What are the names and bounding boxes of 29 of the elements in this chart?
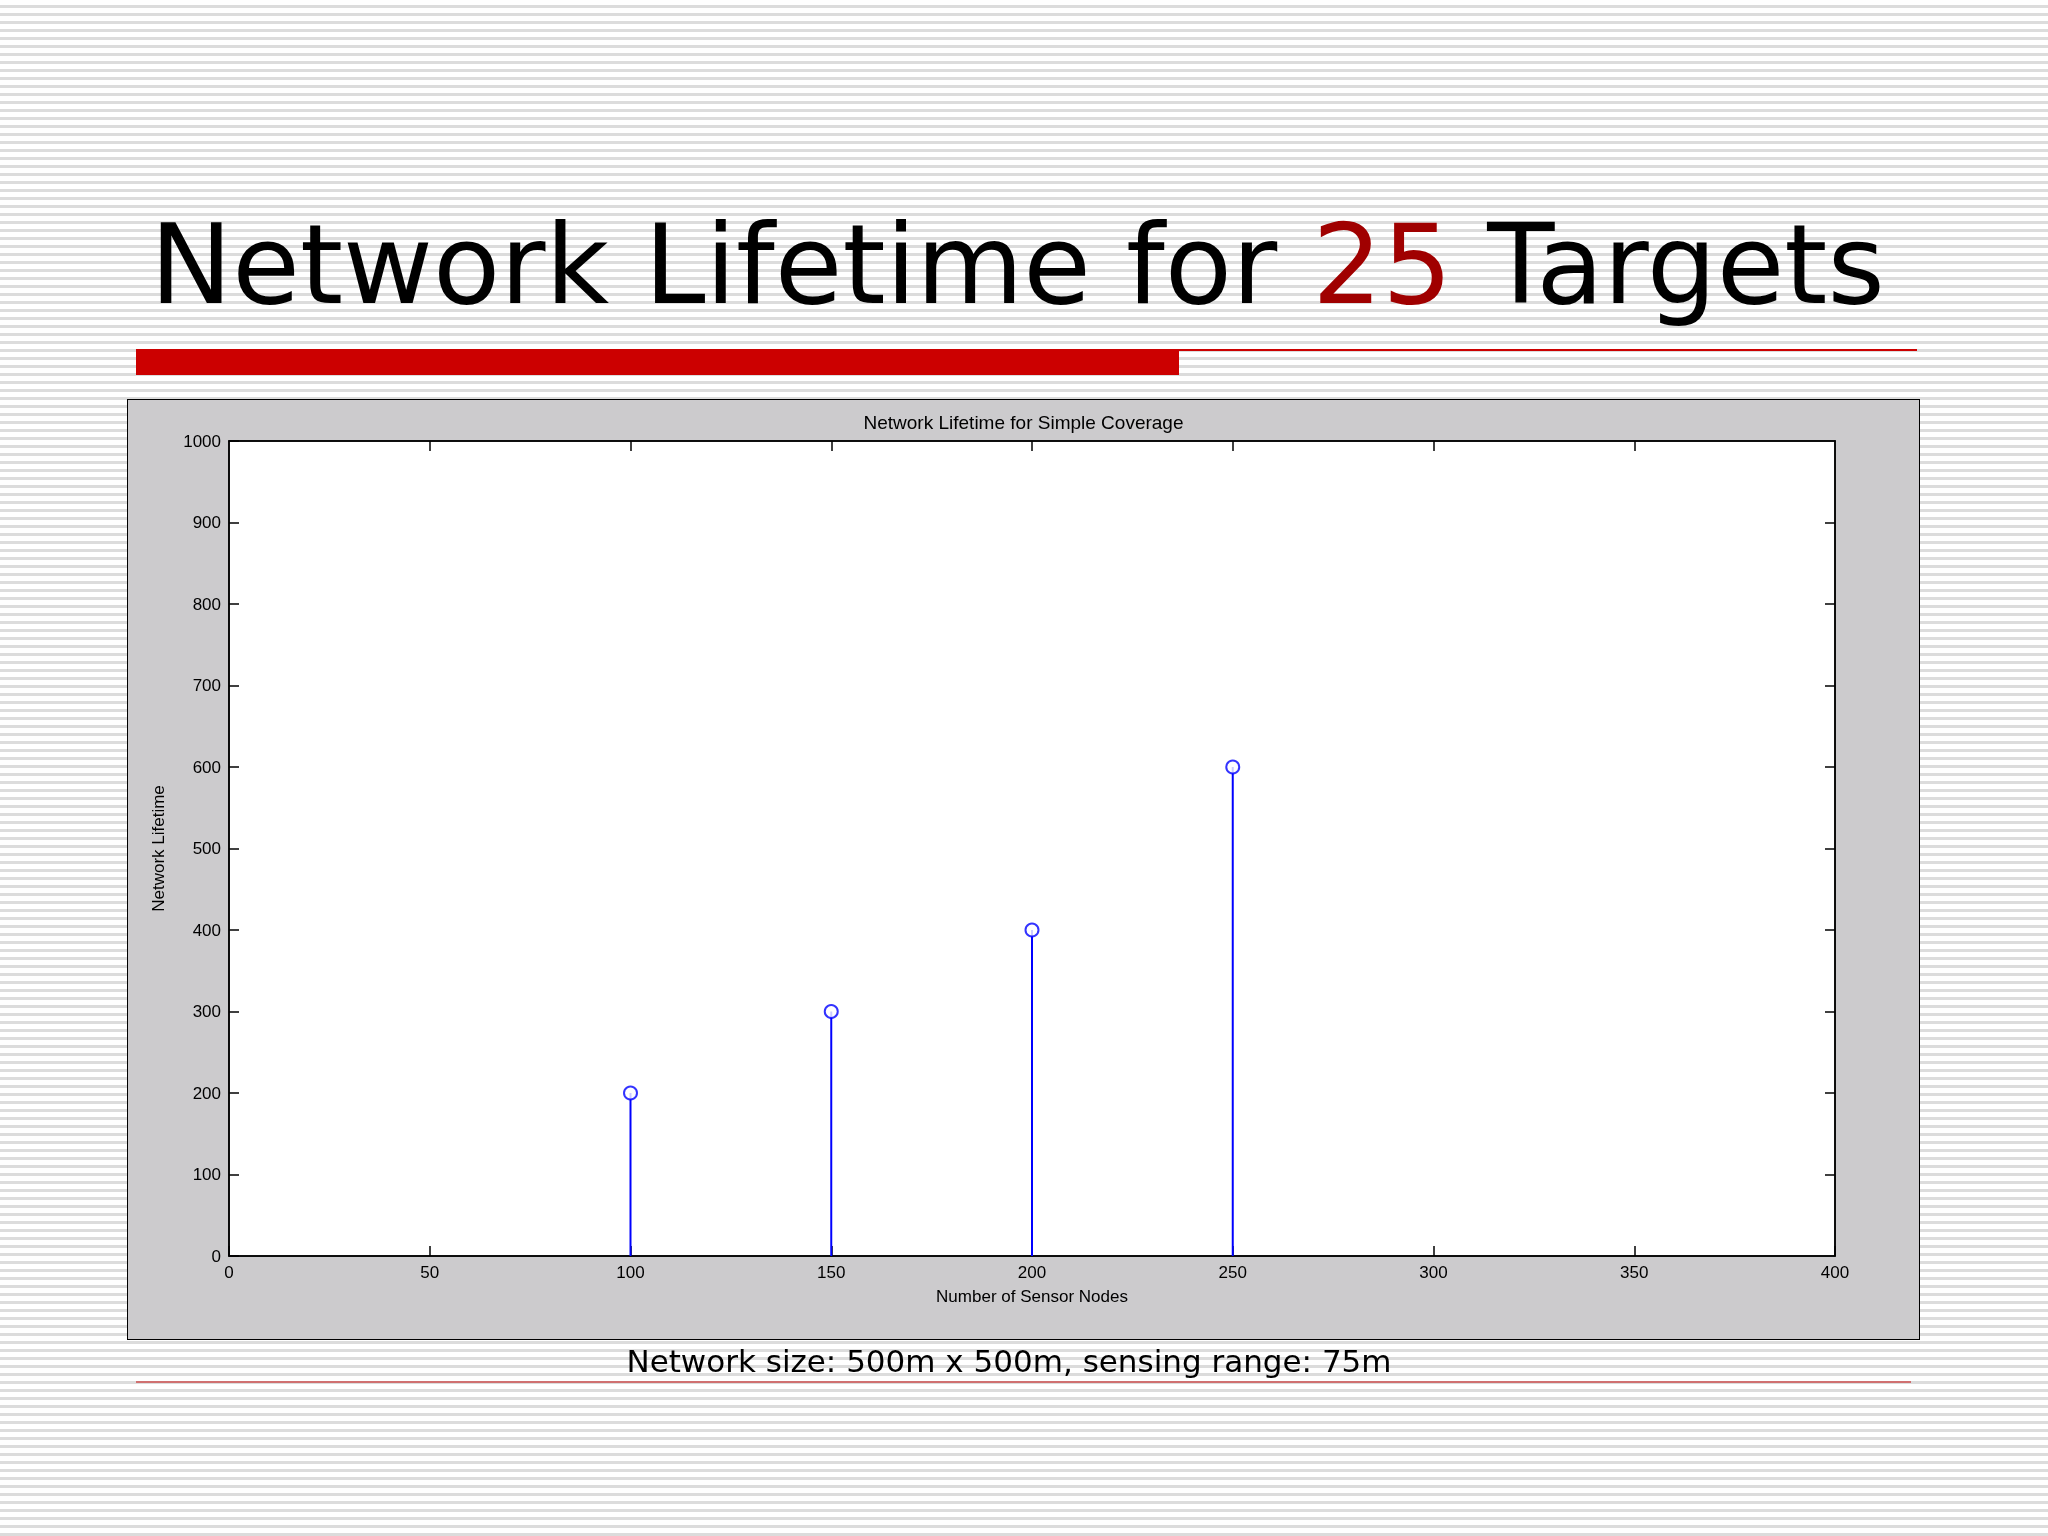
- y-tick-label: 800: [192, 594, 221, 614]
- point: [823, 1004, 839, 1019]
- y-tick-label: 0: [211, 1246, 221, 1266]
- chart-subtitle: Network Lifetime for Simple Coverage: [863, 412, 1184, 433]
- y-tick-label: 900: [192, 513, 221, 532]
- x-tick-label: 350: [1620, 1263, 1649, 1282]
- text: Network size: 500m x 500m, sensing range: 75m: [625, 1343, 1393, 1379]
- x-tick-label: 100: [616, 1263, 645, 1282]
- x-tick-label: 50: [420, 1263, 440, 1282]
- chart-title: Network Lifetime for 25 Targets: [150, 201, 1885, 329]
- y-tick-label: 1000: [183, 431, 221, 451]
- x-tick-label: 200: [1017, 1263, 1047, 1282]
- y-tick-label: 300: [192, 1002, 221, 1021]
- y-tick-label: 200: [192, 1083, 221, 1103]
- x-tick-label: 300: [1419, 1263, 1448, 1282]
- x-tick-label: 0: [224, 1263, 234, 1282]
- y-axis-title: Network Lifetime: [149, 785, 168, 912]
- y-tick-label: 700: [192, 676, 221, 695]
- x-axis-title: Number of Sensor Nodes: [936, 1287, 1128, 1306]
- y-tick-label: 400: [192, 920, 221, 940]
- x-tick-label: 150: [817, 1263, 846, 1282]
- point: [1225, 759, 1241, 775]
- y-tick-label: 600: [192, 757, 221, 777]
- x-tick-label: 400: [1820, 1263, 1850, 1282]
- x-tick-label: 250: [1218, 1263, 1247, 1282]
- point: [623, 1085, 638, 1101]
- y-tick-label: 500: [192, 839, 221, 858]
- y-tick-label: 100: [192, 1165, 221, 1184]
- point: [1024, 922, 1040, 938]
